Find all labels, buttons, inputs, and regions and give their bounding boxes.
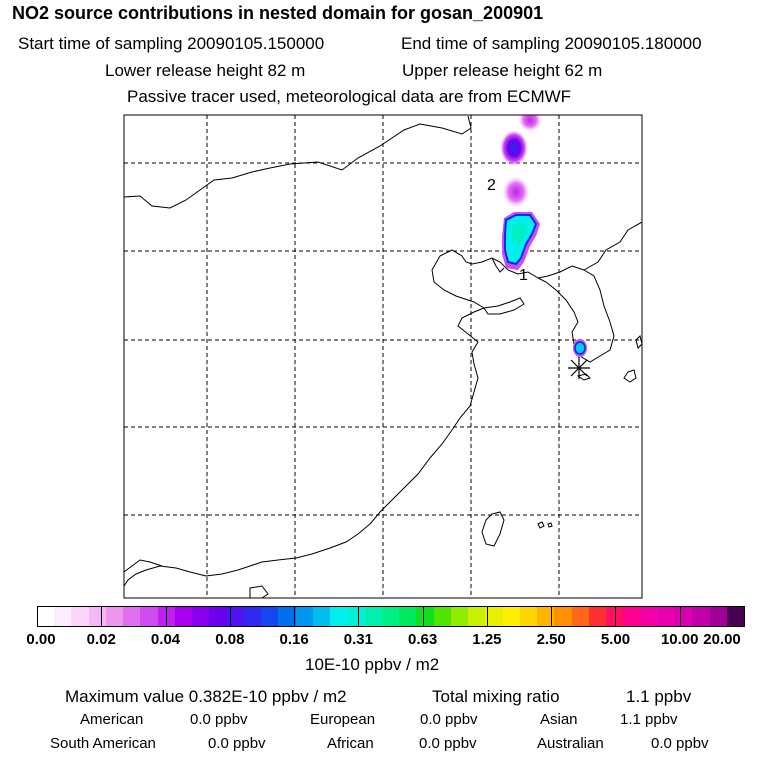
colorbar-cell bbox=[399, 606, 417, 626]
map-label-1: 1 bbox=[519, 267, 528, 284]
colorbar-tick-label: 0.02 bbox=[86, 631, 116, 648]
plume-mid bbox=[502, 176, 530, 208]
end-time: End time of sampling 20090105.180000 bbox=[401, 34, 702, 53]
colorbar-separator bbox=[358, 606, 360, 626]
colorbar-cell bbox=[209, 606, 228, 626]
tracer-info: Passive tracer used, meteorological data… bbox=[127, 87, 572, 106]
coastlines bbox=[124, 115, 642, 598]
colorbar-cell bbox=[657, 606, 676, 626]
colorbar-cell bbox=[174, 606, 193, 626]
colorbar-cell bbox=[192, 606, 211, 626]
south-american-label: South American bbox=[50, 735, 156, 752]
australian-label: Australian bbox=[537, 735, 604, 752]
colorbar-cell bbox=[485, 606, 504, 626]
colorbar-cell bbox=[623, 606, 642, 626]
colorbar-cell bbox=[37, 606, 55, 626]
colorbar-cell bbox=[554, 606, 573, 626]
colorbar-cell bbox=[692, 606, 711, 626]
colorbar-cell bbox=[433, 606, 452, 626]
lower-release-height: Lower release height 82 m bbox=[105, 61, 306, 80]
colorbar-separator bbox=[615, 606, 617, 626]
african-value: 0.0 ppbv bbox=[419, 735, 477, 752]
colorbar-cell bbox=[571, 606, 590, 626]
colorbar-tick-label: 0.31 bbox=[343, 631, 373, 648]
colorbar-cell bbox=[416, 606, 435, 626]
colorbar-cell bbox=[364, 606, 383, 626]
european-value: 0.0 ppbv bbox=[420, 711, 478, 728]
total-mixing-label: Total mixing ratio bbox=[432, 687, 560, 706]
colorbar-separator bbox=[229, 606, 231, 626]
colorbar-tick-label: 0.04 bbox=[150, 631, 181, 648]
colorbar-cell bbox=[381, 606, 400, 626]
colorbar-cell bbox=[88, 606, 107, 626]
colorbar-cell bbox=[537, 606, 555, 626]
colorbar-cell bbox=[261, 606, 279, 626]
colorbar-tick-label: 20.00 bbox=[703, 631, 741, 648]
receptor-star-icon bbox=[568, 357, 590, 379]
map-frame bbox=[123, 114, 643, 599]
plume-top bbox=[518, 115, 542, 132]
american-label: American bbox=[80, 711, 144, 728]
plume bbox=[500, 115, 587, 357]
colorbar-cell bbox=[123, 606, 142, 626]
colorbar-tick-label: 0.63 bbox=[408, 631, 438, 648]
colorbar-cell bbox=[157, 606, 176, 626]
colorbar-tick-label: 0.16 bbox=[279, 631, 309, 648]
colorbar-tick-label: 2.50 bbox=[536, 631, 566, 648]
maximum-value: Maximum value 0.382E-10 ppbv / m2 bbox=[65, 687, 347, 706]
asian-value: 1.1 ppbv bbox=[620, 711, 678, 728]
colorbar-cell bbox=[640, 606, 659, 626]
colorbar-cell bbox=[519, 606, 538, 626]
colorbar-cell bbox=[226, 606, 245, 626]
colorbar-separator bbox=[551, 606, 553, 626]
colorbar-cell bbox=[709, 606, 728, 626]
colorbar-cell bbox=[726, 606, 745, 626]
colorbar-cell bbox=[295, 606, 314, 626]
upper-release-height: Upper release height 62 m bbox=[402, 61, 603, 80]
figure-title: NO2 source contributions in nested domai… bbox=[12, 3, 544, 23]
plume-upper bbox=[500, 130, 528, 166]
american-value: 0.0 ppbv bbox=[190, 711, 248, 728]
colorbar-cell bbox=[502, 606, 521, 626]
colorbar-unit: 10E-10 ppbv / m2 bbox=[305, 655, 440, 674]
colorbar-separator bbox=[294, 606, 296, 626]
colorbar-tick-label: 10.00 bbox=[660, 631, 699, 648]
colorbar-cell bbox=[468, 606, 486, 626]
total-mixing-value: 1.1 ppbv bbox=[626, 687, 692, 706]
australian-value: 0.0 ppbv bbox=[651, 735, 709, 752]
colorbar-cell bbox=[312, 606, 331, 626]
colorbar-cell bbox=[675, 606, 693, 626]
plume-core-inner bbox=[512, 222, 528, 246]
map-label-2: 2 bbox=[487, 177, 496, 194]
colorbar-cell bbox=[140, 606, 159, 626]
colorbar-cell bbox=[330, 606, 348, 626]
south-american-value: 0.0 ppbv bbox=[208, 735, 266, 752]
european-label: European bbox=[310, 711, 376, 728]
african-label: African bbox=[327, 735, 374, 752]
colorbar-cell bbox=[71, 606, 90, 626]
start-time: Start time of sampling 20090105.150000 bbox=[18, 34, 325, 53]
colorbar-cell bbox=[54, 606, 73, 626]
colorbar-separator bbox=[422, 606, 424, 626]
colorbar-cell bbox=[278, 606, 297, 626]
colorbar-cell bbox=[347, 606, 366, 626]
colorbar-tick-label: 0.08 bbox=[215, 631, 245, 648]
colorbar-separator bbox=[101, 606, 103, 626]
colorbar-tick-label: 0.00 bbox=[26, 631, 56, 648]
colorbar-tick-label: 5.00 bbox=[600, 631, 631, 648]
colorbar-separator bbox=[486, 606, 488, 626]
asian-label: Asian bbox=[540, 711, 578, 728]
plume-korea bbox=[574, 341, 586, 355]
colorbar-separator bbox=[679, 606, 681, 626]
map-grid bbox=[124, 115, 642, 598]
colorbar-tick-label: 1.25 bbox=[472, 631, 502, 648]
colorbar-separator bbox=[165, 606, 167, 626]
colorbar-cell bbox=[606, 606, 624, 626]
colorbar-cell bbox=[588, 606, 607, 626]
colorbar-cell bbox=[105, 606, 124, 626]
colorbar bbox=[37, 606, 745, 626]
colorbar-cell bbox=[243, 606, 262, 626]
colorbar-cell bbox=[450, 606, 469, 626]
